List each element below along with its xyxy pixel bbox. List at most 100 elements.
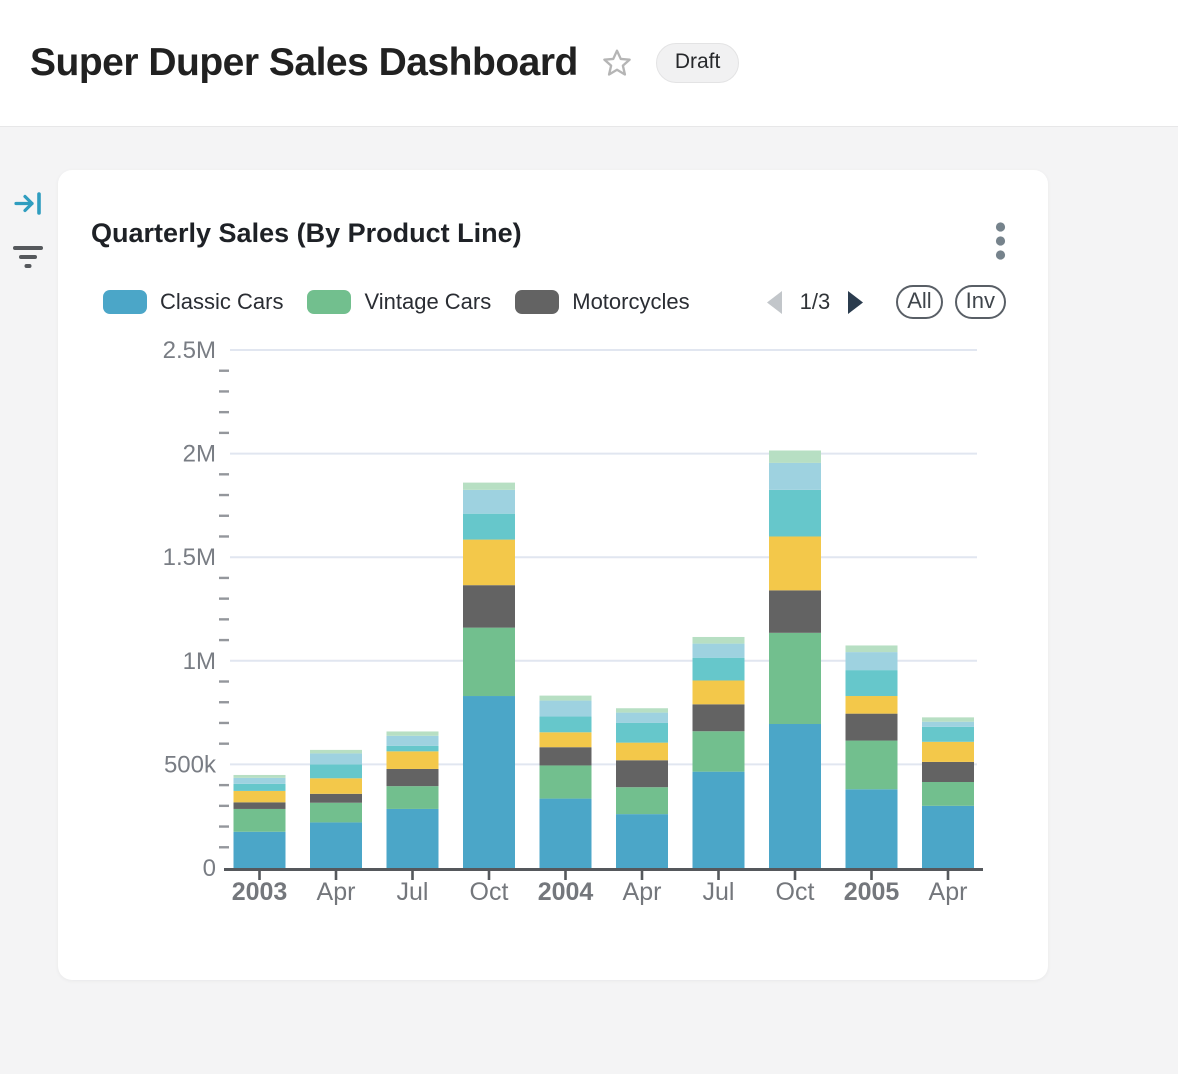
bar-segment[interactable]: [845, 696, 898, 714]
bar-segment[interactable]: [769, 450, 821, 463]
legend-prev-page-button[interactable]: [764, 289, 786, 316]
bar-segment[interactable]: [845, 652, 898, 671]
collapse-panel-icon[interactable]: [13, 189, 44, 223]
bar-segment[interactable]: [463, 482, 515, 490]
bar-segment[interactable]: [386, 768, 439, 787]
bar-segment[interactable]: [769, 536, 821, 591]
bar-segment[interactable]: [769, 489, 821, 537]
bar-segment[interactable]: [463, 585, 515, 628]
bar-segment[interactable]: [233, 831, 286, 868]
bar-segment[interactable]: [386, 808, 439, 868]
bar-segment[interactable]: [539, 798, 592, 868]
bar-segment[interactable]: [233, 790, 286, 803]
bar-segment[interactable]: [616, 787, 668, 815]
bar-segment[interactable]: [692, 680, 745, 705]
bar-segment[interactable]: [233, 783, 286, 791]
bar-segment[interactable]: [310, 793, 362, 803]
legend-item-label: Motorcycles: [572, 289, 690, 314]
bar-segment[interactable]: [769, 632, 821, 724]
bar-segment[interactable]: [233, 774, 286, 778]
bar-segment[interactable]: [539, 695, 592, 701]
legend-item-vintage-cars[interactable]: Vintage Cars: [307, 289, 491, 315]
legend-item-label: Vintage Cars: [364, 289, 492, 314]
bar-segment[interactable]: [539, 765, 592, 799]
bar-segment[interactable]: [845, 740, 898, 790]
bar-segment[interactable]: [845, 713, 898, 741]
bar-segment[interactable]: [233, 802, 286, 809]
x-axis-label: Oct: [470, 878, 509, 906]
bar-segment[interactable]: [463, 539, 515, 586]
bar-segment[interactable]: [463, 513, 515, 540]
bar-segment[interactable]: [845, 670, 898, 697]
bar-segment[interactable]: [233, 777, 286, 784]
bar-segment[interactable]: [922, 761, 974, 783]
bar-segment[interactable]: [463, 696, 515, 868]
legend-page-indicator: 1/3: [799, 289, 831, 314]
bar-segment[interactable]: [539, 732, 592, 748]
bar-segment[interactable]: [922, 726, 974, 742]
bar-segment[interactable]: [845, 645, 898, 653]
bar-segment[interactable]: [692, 704, 745, 732]
bar-segment[interactable]: [922, 717, 974, 722]
bar-segment[interactable]: [539, 700, 592, 717]
x-axis-label: 2003: [232, 878, 288, 906]
chart-title: Quarterly Sales (By Product Line): [91, 218, 522, 248]
bar-segment[interactable]: [922, 721, 974, 727]
legend-swatch: [515, 290, 560, 314]
legend-item-motorcycles[interactable]: Motorcycles: [515, 289, 690, 315]
bar-segment[interactable]: [845, 789, 898, 868]
bar-segment[interactable]: [616, 814, 668, 868]
bar-segment[interactable]: [692, 731, 745, 772]
bar-segment[interactable]: [386, 731, 439, 736]
legend-item-classic-cars[interactable]: Classic Cars: [103, 289, 283, 315]
invert-selection-button[interactable]: Inv: [954, 285, 1006, 319]
bar-segment[interactable]: [386, 745, 439, 752]
select-all-button[interactable]: All: [896, 285, 943, 319]
bar-segment[interactable]: [616, 760, 668, 788]
bar-segment[interactable]: [310, 749, 362, 754]
bar-segment[interactable]: [922, 805, 974, 868]
x-axis-label: Jul: [703, 878, 735, 906]
bar-segment[interactable]: [386, 735, 439, 746]
bar-segment[interactable]: [769, 590, 821, 633]
bar-segment[interactable]: [616, 722, 668, 743]
bar-segment[interactable]: [463, 627, 515, 697]
bar-segment[interactable]: [692, 643, 745, 658]
page-header: Super Duper Sales Dashboard Draft: [0, 0, 1178, 127]
bar-segment[interactable]: [310, 764, 362, 779]
bar-segment[interactable]: [692, 657, 745, 681]
bar-segment[interactable]: [616, 742, 668, 761]
y-axis-label: 0: [203, 855, 216, 882]
favorite-button[interactable]: [602, 48, 632, 78]
bar-segment[interactable]: [539, 716, 592, 733]
legend-pager: 1/3: [764, 289, 867, 316]
bar-segment[interactable]: [922, 741, 974, 762]
bar-segment[interactable]: [233, 808, 286, 832]
kebab-icon: [995, 222, 1006, 260]
legend: Classic Cars Vintage Cars Motorcycles 1/…: [103, 282, 1006, 322]
bar-segment[interactable]: [310, 822, 362, 868]
bar-segment[interactable]: [310, 753, 362, 765]
bar-segment[interactable]: [386, 786, 439, 809]
bar-segment[interactable]: [769, 462, 821, 490]
legend-item-label: Classic Cars: [160, 289, 284, 314]
bar-segment[interactable]: [310, 778, 362, 794]
filter-icon[interactable]: [12, 242, 44, 277]
bar-segment[interactable]: [310, 802, 362, 823]
bar-segment[interactable]: [539, 747, 592, 766]
bar-segment[interactable]: [386, 751, 439, 769]
quarterly-sales-chart[interactable]: 0 500k 1M 1.5M 2M 2.5M 2003 Apr Jul Oct 2004 Apr Jul…: [58, 330, 1048, 950]
bar-segment[interactable]: [616, 708, 668, 713]
bar-segment[interactable]: [692, 771, 745, 868]
y-axis-label: 1.5M: [163, 544, 216, 571]
card-menu-button[interactable]: [989, 220, 1012, 267]
y-axis-label: 2M: [183, 441, 216, 468]
bar-segment[interactable]: [616, 712, 668, 723]
bar-segment[interactable]: [463, 489, 515, 514]
legend-next-page-button[interactable]: [844, 289, 866, 316]
arrow-left-icon: [766, 290, 782, 314]
bar-segment[interactable]: [692, 636, 745, 644]
bar-segment[interactable]: [922, 782, 974, 806]
x-axis-label: 2005: [844, 878, 900, 906]
bar-segment[interactable]: [769, 723, 821, 868]
